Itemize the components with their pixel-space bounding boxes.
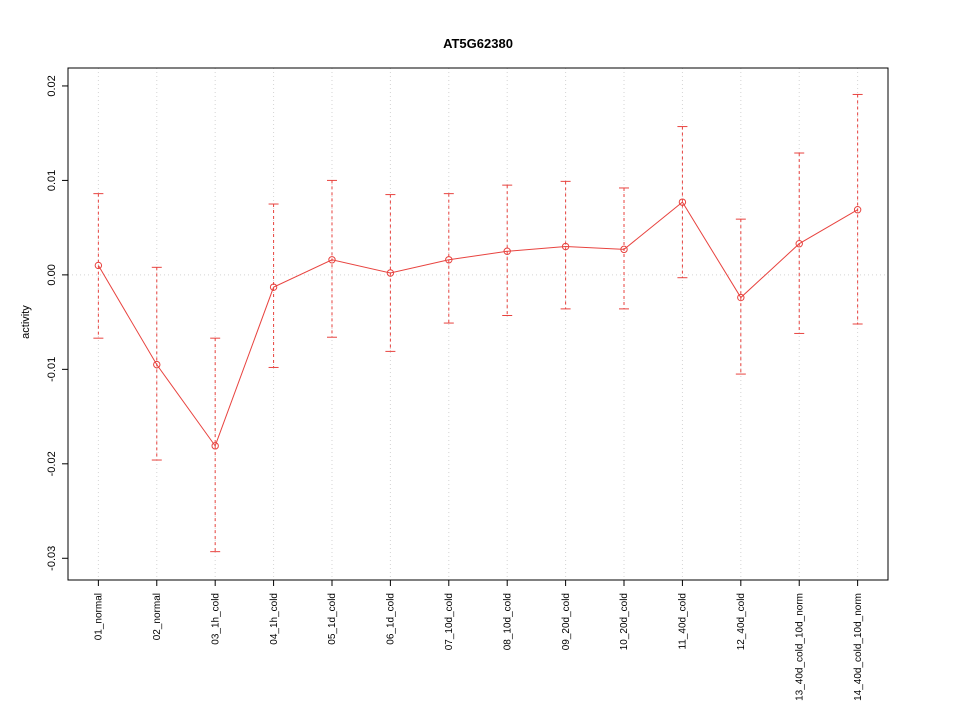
x-tick-label: 07_10d_cold <box>444 593 455 650</box>
y-tick-label: 0.02 <box>46 75 58 96</box>
data-point-marker <box>328 256 336 264</box>
x-tick-label: 08_10d_cold <box>502 593 513 650</box>
data-point-marker <box>853 205 862 214</box>
x-tick-label: 04_1h_cold <box>269 593 280 645</box>
x-tick-label: 02_normal <box>152 593 163 640</box>
x-tick-label: 10_20d_cold <box>619 593 630 650</box>
x-tick-label: 06_1d_cold <box>386 593 397 645</box>
data-point-marker <box>620 245 628 254</box>
x-tick-label: 12_40d_cold <box>736 593 747 650</box>
data-point-marker <box>445 256 453 264</box>
x-tick-label: 09_20d_cold <box>561 593 572 650</box>
data-point-marker <box>737 293 745 302</box>
data-point-marker <box>795 240 803 248</box>
series-line <box>97 201 858 447</box>
x-tick-label: 14_40d_cold_10d_norm <box>853 593 864 701</box>
y-tick-label: 0.00 <box>46 264 58 285</box>
data-point-marker <box>386 269 395 277</box>
y-tick-label: -0.01 <box>46 357 58 382</box>
y-tick-label: 0.01 <box>46 170 58 191</box>
x-tick-label: 01_normal <box>94 593 105 640</box>
data-point-marker <box>94 261 103 270</box>
data-point-marker <box>153 360 161 369</box>
x-tick-label: 13_40d_cold_10d_norm <box>794 593 805 701</box>
data-point-marker <box>269 283 278 291</box>
chart-title: AT5G62380 <box>443 36 513 51</box>
x-tick-label: 11_40d_cold <box>678 593 689 650</box>
y-axis-label: activity <box>20 305 32 339</box>
x-tick-label: 03_1h_cold <box>210 593 221 645</box>
data-point-marker <box>561 242 570 251</box>
data-point-marker <box>503 247 511 255</box>
data-point-marker <box>211 442 219 450</box>
x-tick-label: 05_1d_cold <box>327 593 338 645</box>
y-tick-label: -0.03 <box>46 546 58 571</box>
data-point-marker <box>678 198 687 206</box>
y-tick-label: -0.02 <box>46 451 58 476</box>
plot-border <box>67 67 889 581</box>
